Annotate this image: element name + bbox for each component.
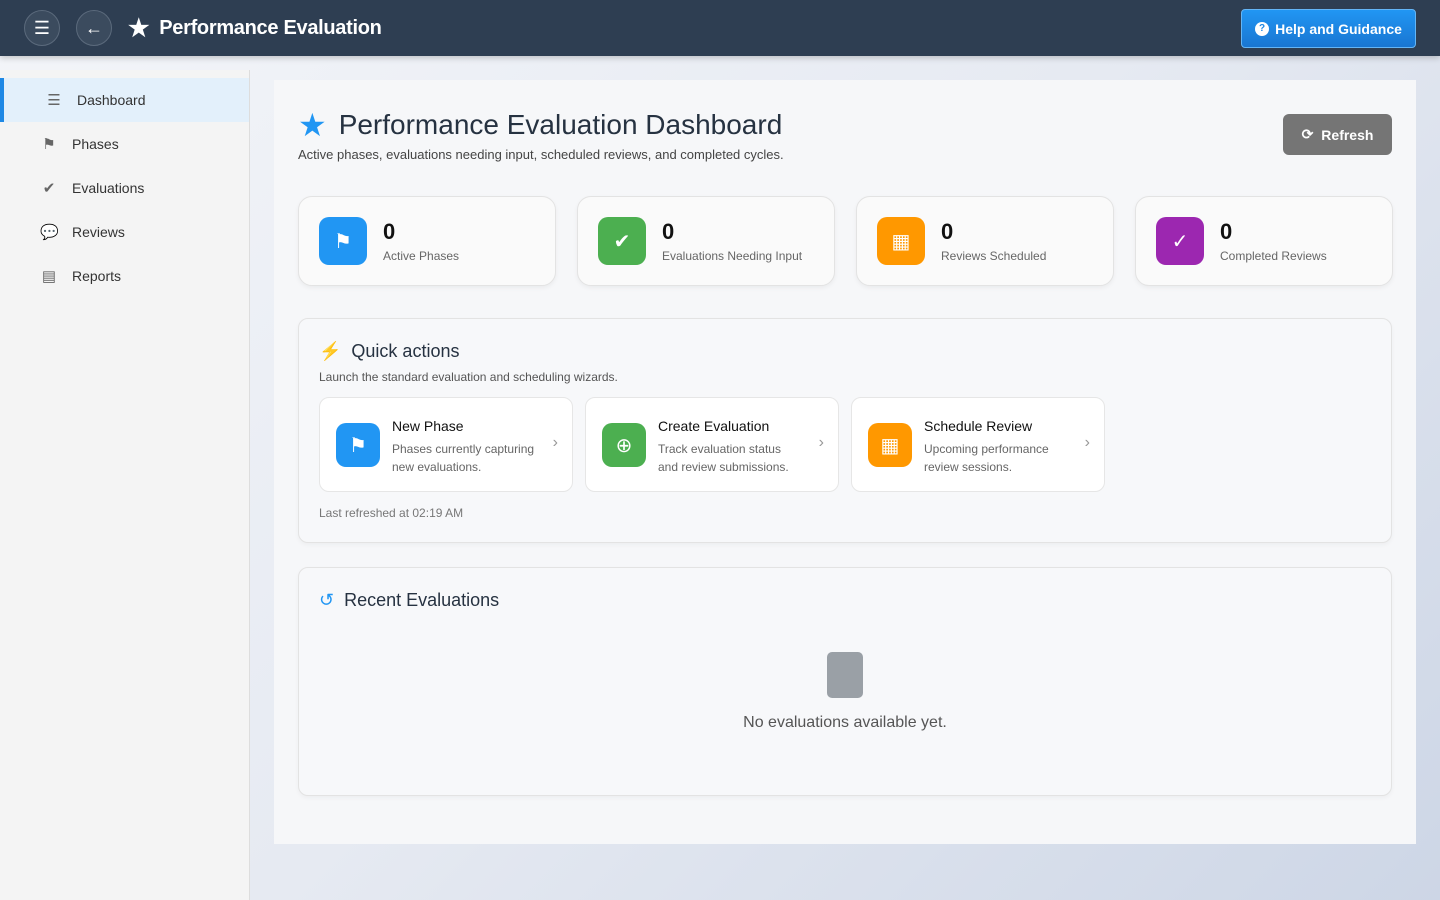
sidebar-item-label: Dashboard [77,92,146,108]
clipboard-list-icon [827,652,863,698]
chevron-right-icon: › [818,434,824,451]
sidebar-item-evaluations[interactable]: ✔ Evaluations [0,166,249,210]
top-bar: ☰ ← ★ Performance Evaluation ? Help and Gu… [0,0,1440,56]
signs-icon: ⚑ [42,136,56,153]
panel-title: Recent Evaluations [344,590,500,610]
signs-icon: ⚑ [319,217,367,265]
schedule-review-action[interactable]: ▦ Schedule Review Upcoming performance rev… [851,397,1105,492]
stat-value: 0 [941,219,954,244]
stat-reviews-scheduled: ▦ 0 Reviews Scheduled [856,196,1114,286]
last-refreshed: Last refreshed at 02:19 AM [319,506,464,520]
sidebar-item-label: Phases [72,136,119,152]
stat-label: Evaluations Needing Input [662,249,803,263]
page-subtitle: Active phases, evaluations needing input… [298,147,784,162]
stat-label: Reviews Scheduled [941,249,1047,263]
stat-evaluations-needing-input: ✔ 0 Evaluations Needing Input [577,196,835,286]
stat-value: 0 [1220,219,1233,244]
arrow-left-icon: ← [85,17,103,38]
new-phase-action[interactable]: ⚑ New Phase Phases currently capturing new… [319,397,573,492]
create-evaluation-action[interactable]: ⊕ Create Evaluation Track evaluation statu… [585,397,839,492]
sidebar-item-reports[interactable]: ▤ Reports [0,254,249,298]
empty-state-text: No evaluations available yet. [743,714,947,731]
question-icon: ? [1255,21,1270,36]
history-icon: ↺ [319,590,335,610]
app-title: Performance Evaluation [159,16,382,39]
calendar-icon: ▦ [877,217,925,265]
action-title: New Phase [392,418,464,434]
refresh-label: Refresh [1321,126,1374,143]
action-desc: Track evaluation status and review submi… [658,442,789,474]
chevron-right-icon: › [552,434,558,451]
panel-subtitle: Launch the standard evaluation and sched… [319,370,618,384]
refresh-icon: ⟳ [1301,126,1314,142]
refresh-button[interactable]: ⟳ Refresh [1283,114,1392,155]
action-title: Create Evaluation [658,418,770,434]
chevron-right-icon: › [1084,434,1090,451]
action-title: Schedule Review [924,418,1033,434]
sidebar-item-label: Reports [72,268,122,284]
page-title: Performance Evaluation Dashboard [338,109,783,140]
sidebar-item-phases[interactable]: ⚑ Phases [0,122,249,166]
action-desc: Phases currently capturing new evaluatio… [392,442,535,474]
quick-actions-panel: ⚡ Quick actions Launch the standard evalu… [298,318,1392,543]
comments-icon: 💬 [40,224,59,241]
stat-completed-reviews: ✓ 0 Completed Reviews [1135,196,1393,286]
sidebar-item-label: Reviews [72,224,125,240]
sidebar-item-label: Evaluations [72,180,145,196]
signs-icon: ⚑ [336,423,380,467]
stat-value: 0 [383,219,396,244]
plus-circle-icon: ⊕ [602,423,646,467]
panel-title: Quick actions [351,341,460,361]
sidebar-item-dashboard[interactable]: ☰ Dashboard [0,78,249,122]
bolt-icon: ⚡ [319,341,342,361]
star-icon: ★ [128,14,150,42]
back-button[interactable]: ← [76,10,112,46]
check-circle-icon: ✔ [598,217,646,265]
stat-label: Completed Reviews [1220,249,1327,263]
recent-evaluations-panel: ↺ Recent Evaluations No evaluations avail… [298,567,1392,796]
stat-value: 0 [662,219,675,244]
file-icon: ▤ [41,268,57,285]
sidebar: ☰ Dashboard ⚑ Phases ✔ Evaluations 💬 Reviews… [0,70,250,900]
stat-label: Active Phases [383,249,460,263]
menu-button[interactable]: ☰ [24,10,60,46]
clipboard-check-icon: ✓ [1156,217,1204,265]
main-content: ★ Performance Evaluation Dashboard Active… [274,80,1416,844]
check-circle-icon: ✔ [42,180,56,197]
star-icon: ★ [298,107,327,143]
chart-icon: ☰ [47,92,61,109]
sidebar-item-reviews[interactable]: 💬 Reviews [0,210,249,254]
stat-active-phases: ⚑ 0 Active Phases [298,196,556,286]
calendar-plus-icon: ▦ [868,423,912,467]
menu-icon: ☰ [33,17,51,38]
help-button[interactable]: ? Help and Guidance [1241,9,1416,48]
action-desc: Upcoming performance review sessions. [924,442,1049,474]
help-label: Help and Guidance [1275,20,1402,37]
